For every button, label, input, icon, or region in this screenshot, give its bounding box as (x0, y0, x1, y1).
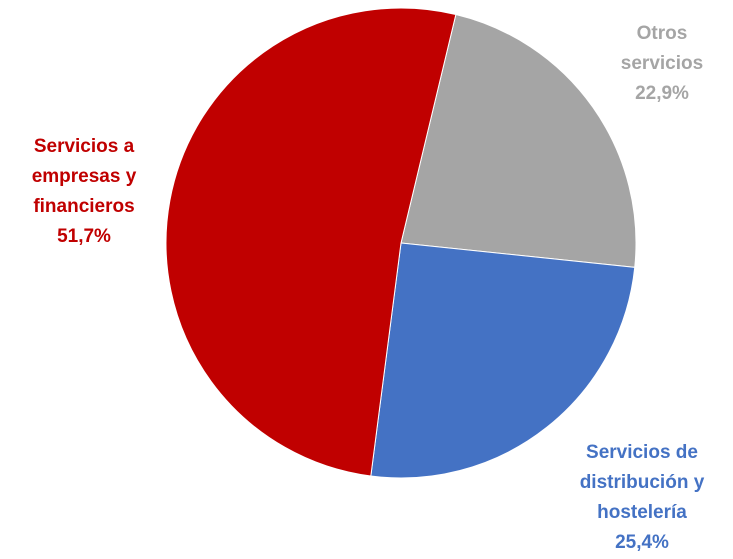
label-distribution-hospitality: Servicios de distribución y hostelería 25,4… (580, 442, 705, 553)
slice-services-business-financial (165, 7, 457, 477)
slice-value-label: 22,9% (635, 83, 689, 104)
slice-value-label: 51,7% (57, 226, 111, 247)
slice-name-line: Servicios de (586, 442, 698, 463)
label-other-services: Otros servicios 22,9% (621, 23, 703, 104)
slice-name-line: empresas y (32, 166, 137, 187)
slice-name-line: Otros (637, 23, 688, 44)
pie-slices (165, 7, 637, 479)
slice-name-line: financieros (33, 196, 134, 217)
slice-other-services (400, 13, 637, 268)
slice-name-line: servicios (621, 53, 703, 74)
slice-distribution-hospitality (370, 242, 636, 479)
slice-name-line: hostelería (597, 502, 687, 523)
slice-name-line: Servicios a (34, 136, 135, 157)
slice-value-label: 25,4% (615, 532, 669, 553)
slice-labels: Servicios a empresas y financieros 51,7% Otr… (32, 23, 705, 553)
slice-name-line: distribución y (580, 472, 705, 493)
label-services-business-financial: Servicios a empresas y financieros 51,7% (32, 136, 137, 247)
